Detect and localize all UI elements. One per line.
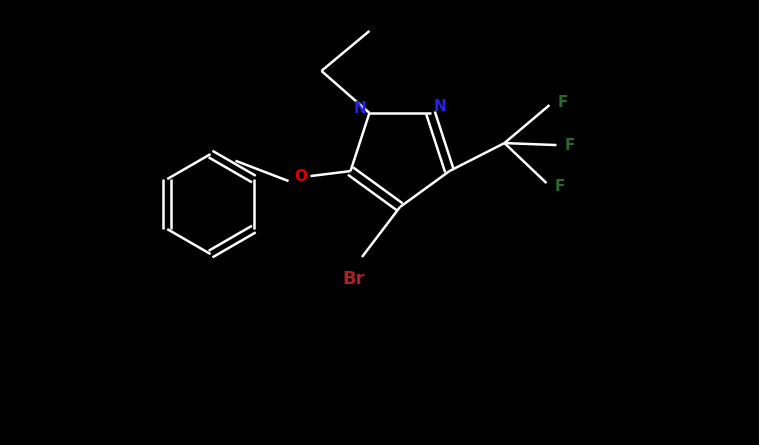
Text: Br: Br	[343, 270, 365, 288]
Text: F: F	[565, 138, 575, 153]
Text: F: F	[557, 95, 568, 109]
Text: F: F	[555, 178, 565, 194]
Text: O: O	[294, 169, 307, 184]
Text: N: N	[433, 99, 446, 114]
Text: N: N	[354, 101, 367, 117]
